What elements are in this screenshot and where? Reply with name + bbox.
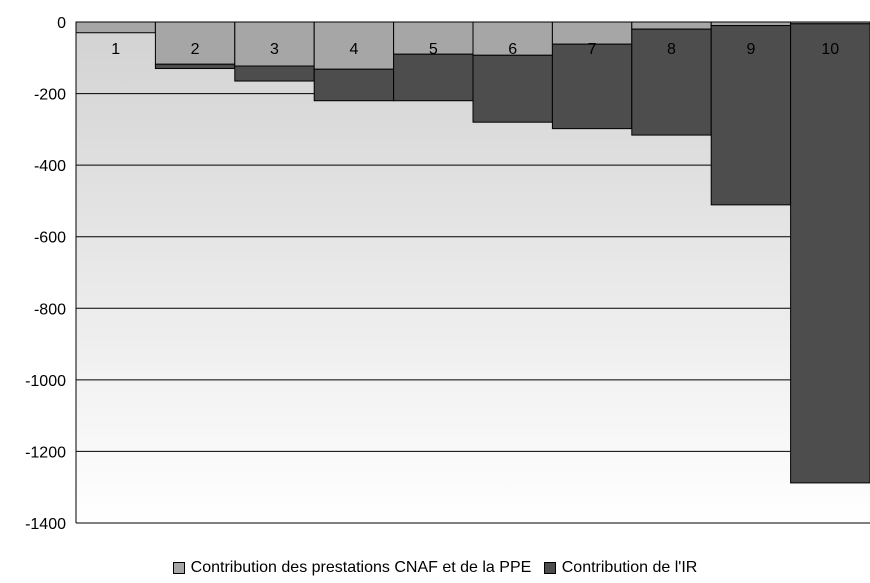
legend: Contribution des prestations CNAF et de … xyxy=(0,559,870,579)
y-tick-label: -1000 xyxy=(25,373,66,390)
bar-ir-2 xyxy=(154,63,236,70)
gridlines xyxy=(76,93,870,524)
bar-ir-3 xyxy=(234,65,315,82)
y-tick-label: -600 xyxy=(34,230,66,247)
bar-cnaf-9 xyxy=(710,21,792,27)
legend-swatch-ir xyxy=(543,562,556,574)
bar-ir-5 xyxy=(393,53,474,102)
category-labels: 1 2 3 4 5 6 7 8 9 10 xyxy=(111,41,839,58)
legend-item-cnaf: Contribution des prestations CNAF et de … xyxy=(172,559,532,577)
legend-item-ir: Contribution de l'IR xyxy=(543,559,698,577)
y-tick-label: -1400 xyxy=(25,516,66,533)
legend-label-cnaf: Contribution des prestations CNAF et de … xyxy=(190,559,532,576)
bar-ir-8 xyxy=(631,28,712,136)
y-tick-label: -200 xyxy=(34,87,66,104)
bar-cnaf-1 xyxy=(75,21,156,34)
category-label: 2 xyxy=(191,41,200,58)
y-axis-ticks: 0 -200 -400 -600 -800 -1000 -1200 -1400 xyxy=(25,15,66,533)
legend-swatch-cnaf xyxy=(172,562,185,574)
category-label: 7 xyxy=(588,41,597,58)
bar-ir-6 xyxy=(472,54,553,123)
category-label: 3 xyxy=(270,41,279,58)
category-label: 5 xyxy=(429,41,438,58)
y-tick-label: -400 xyxy=(34,158,66,175)
y-tick-label: -1200 xyxy=(25,444,66,461)
category-label: 1 xyxy=(111,41,120,58)
bar-ir-10 xyxy=(790,23,870,484)
legend-label-ir: Contribution de l'IR xyxy=(561,559,698,576)
y-tick-label: -800 xyxy=(34,301,66,318)
y-tick-label: 0 xyxy=(57,15,66,32)
category-label: 10 xyxy=(821,41,839,58)
category-label: 4 xyxy=(349,41,358,58)
bars xyxy=(75,21,870,484)
bar-ir-9 xyxy=(710,25,792,206)
category-label: 9 xyxy=(746,41,755,58)
bar-ir-7 xyxy=(551,43,633,130)
category-label: 8 xyxy=(667,41,676,58)
bar-ir-4 xyxy=(313,68,395,102)
category-label: 6 xyxy=(508,41,517,58)
bar-cnaf-8 xyxy=(631,21,712,30)
bar-cnaf-2 xyxy=(154,21,236,65)
